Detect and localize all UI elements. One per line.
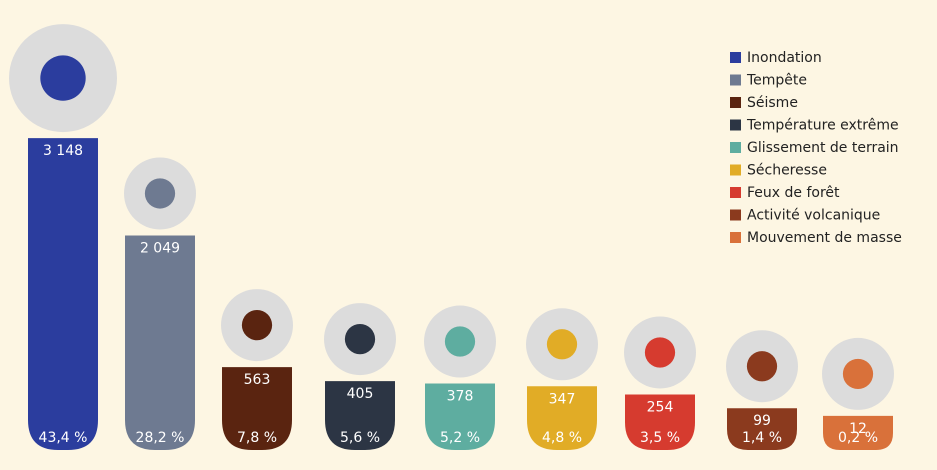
bar — [28, 138, 98, 450]
bar — [325, 381, 395, 450]
icon — [644, 337, 676, 368]
share-label: 1,4 % — [742, 430, 782, 446]
legend-swatch — [730, 97, 741, 108]
share-label: 43,4 % — [39, 430, 88, 446]
value-label: 563 — [244, 372, 271, 388]
icon — [40, 55, 86, 101]
value-label: 405 — [347, 386, 374, 402]
icon — [144, 178, 176, 209]
icon — [746, 351, 778, 382]
share-label: 7,8 % — [237, 430, 277, 446]
legend-swatch — [730, 232, 741, 243]
legend-label: Feux de forêt — [747, 185, 840, 201]
legend-label: Mouvement de masse — [747, 230, 902, 246]
share-label: 0,2 % — [838, 430, 878, 446]
legend-label: Température extrême — [746, 118, 899, 134]
legend-swatch — [730, 52, 741, 63]
legend-label: Tempête — [746, 73, 807, 89]
bar — [727, 408, 797, 450]
bar — [823, 415, 893, 450]
legend-label: Inondation — [747, 50, 822, 66]
share-label: 28,2 % — [136, 430, 185, 446]
value-label: 2 049 — [140, 240, 180, 256]
legend-label: Activité volcanique — [747, 208, 880, 224]
legend-label: Glissement de terrain — [747, 140, 899, 156]
legend-swatch — [730, 119, 741, 131]
share-label: 5,2 % — [440, 430, 480, 446]
value-label: 99 — [753, 413, 771, 429]
legend-label: Sécheresse — [747, 163, 827, 179]
icon — [241, 309, 273, 341]
share-label: 3,5 % — [640, 430, 680, 446]
icon — [344, 323, 376, 355]
icon — [842, 358, 874, 390]
legend-swatch — [730, 187, 741, 198]
share-label: 5,6 % — [340, 430, 380, 446]
legend-swatch — [730, 209, 741, 221]
icon — [444, 326, 476, 357]
bar — [222, 367, 292, 450]
legend-swatch — [730, 164, 741, 176]
value-label: 12 — [849, 421, 867, 437]
bar — [527, 386, 597, 450]
icon — [546, 329, 578, 360]
value-label: 378 — [447, 389, 474, 405]
value-label: 254 — [647, 399, 674, 415]
legend-swatch — [730, 74, 741, 86]
bar — [125, 235, 195, 450]
bar — [425, 383, 495, 450]
legend-swatch — [730, 142, 741, 153]
legend-label: Séisme — [747, 95, 798, 111]
value-label: 3 148 — [43, 143, 83, 159]
share-label: 4,8 % — [542, 430, 582, 446]
bar — [625, 394, 695, 450]
value-label: 347 — [549, 391, 576, 407]
